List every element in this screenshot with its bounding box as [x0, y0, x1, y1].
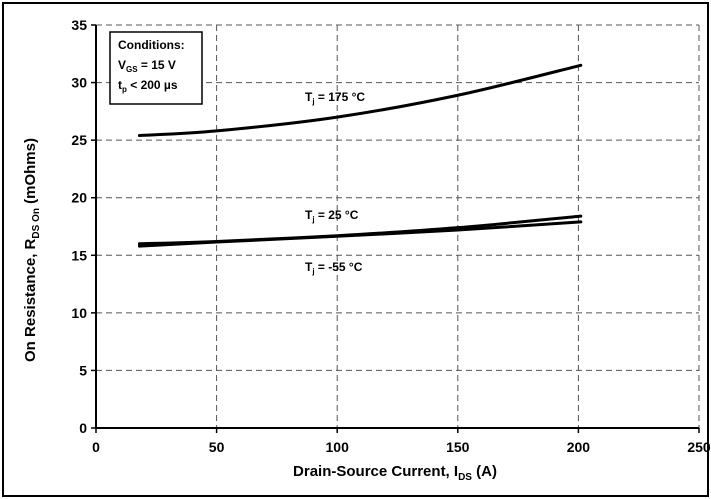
x-tick-label: 100 [326, 439, 350, 455]
y-tick-label: 5 [79, 362, 87, 378]
x-tick-label: 200 [567, 439, 591, 455]
curve-label-minus55c: Tj = -55 °C [305, 260, 363, 276]
x-tick-label: 0 [92, 439, 100, 455]
axes [91, 24, 700, 433]
conditions-box-border [109, 31, 203, 105]
y-tick-label: 30 [71, 75, 87, 91]
x-axis-title: Drain-Source Current, IDS (A) [293, 463, 497, 483]
tick-labels: 0 5 10 15 20 25 30 35 0 50 100 150 200 250 [71, 17, 710, 455]
x-tick-label: 150 [446, 439, 470, 455]
curve-label-175c: Tj = 175 °C [305, 90, 365, 106]
curves [137, 63, 583, 248]
y-tick-label: 15 [71, 247, 87, 263]
y-tick-label: 25 [71, 132, 87, 148]
conditions-box: Conditions: VGS = 15 V tp < 200 µs [109, 31, 203, 105]
conditions-title: Conditions: [118, 38, 185, 52]
y-tick-label: 10 [71, 305, 87, 321]
y-axis-title: On Resistance, RDS On (mOhms) [22, 138, 42, 362]
x-tick-label: 50 [209, 439, 225, 455]
y-tick-label: 0 [79, 420, 87, 436]
curve-label-25c: Tj = 25 °C [305, 208, 359, 224]
curve-minus55c [137, 220, 583, 248]
curve-175c [137, 63, 583, 138]
x-tick-label: 250 [687, 439, 711, 455]
y-tick-label: 35 [71, 17, 87, 33]
y-tick-label: 20 [71, 190, 87, 206]
conditions-vgs: VGS = 15 V [118, 58, 176, 74]
conditions-tp: tp < 200 µs [118, 78, 178, 94]
